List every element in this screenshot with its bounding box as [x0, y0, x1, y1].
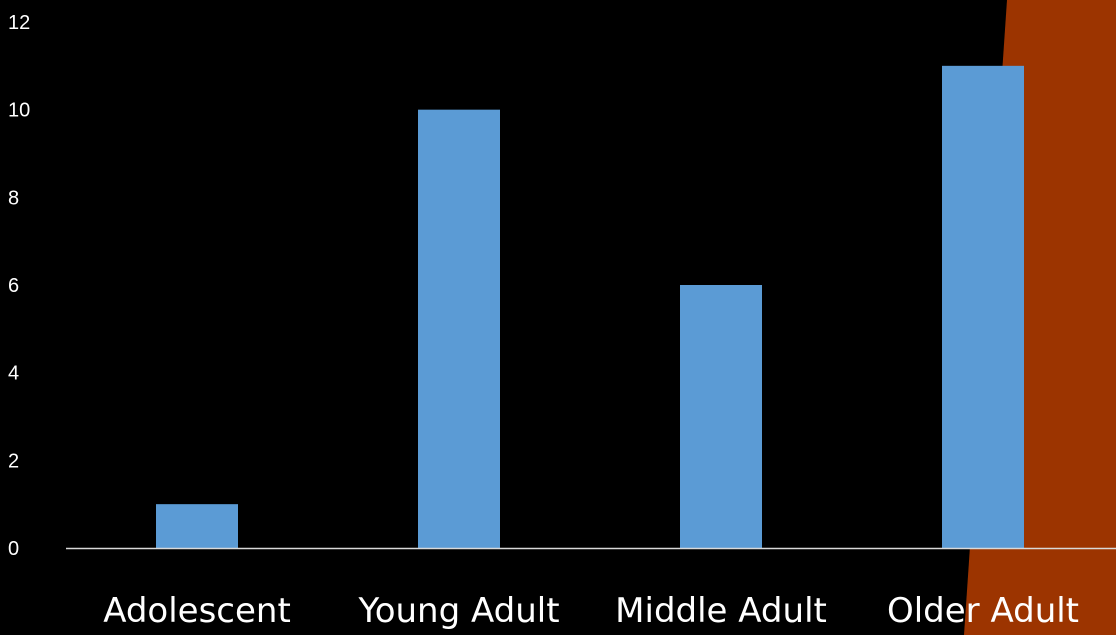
- bar: [942, 65, 1024, 548]
- x-category-label: Adolescent: [103, 591, 291, 631]
- y-tick-label: 12: [8, 12, 30, 34]
- y-axis-tick-labels: 0 2 4 6 8 10 12: [8, 12, 30, 560]
- bar: [680, 285, 762, 548]
- y-tick-label: 4: [8, 363, 19, 385]
- x-category-label: Older Adult: [887, 591, 1079, 631]
- y-tick-label: 6: [8, 275, 19, 297]
- y-tick-label: 2: [8, 450, 19, 472]
- bar: [418, 109, 500, 549]
- y-tick-label: 10: [8, 100, 30, 122]
- y-tick-label: 8: [8, 187, 19, 209]
- bar: [156, 504, 238, 548]
- bar-series: [156, 65, 1024, 549]
- bar-chart: 0 2 4 6 8 10 12 Adolescent Young Adult Middle Ad…: [8, 12, 1116, 631]
- x-category-label: Middle Adult: [615, 591, 827, 631]
- y-tick-label: 0: [8, 538, 19, 560]
- x-category-label: Young Adult: [357, 591, 559, 631]
- x-axis-category-labels: Adolescent Young Adult Middle Adult Older A…: [103, 591, 1079, 631]
